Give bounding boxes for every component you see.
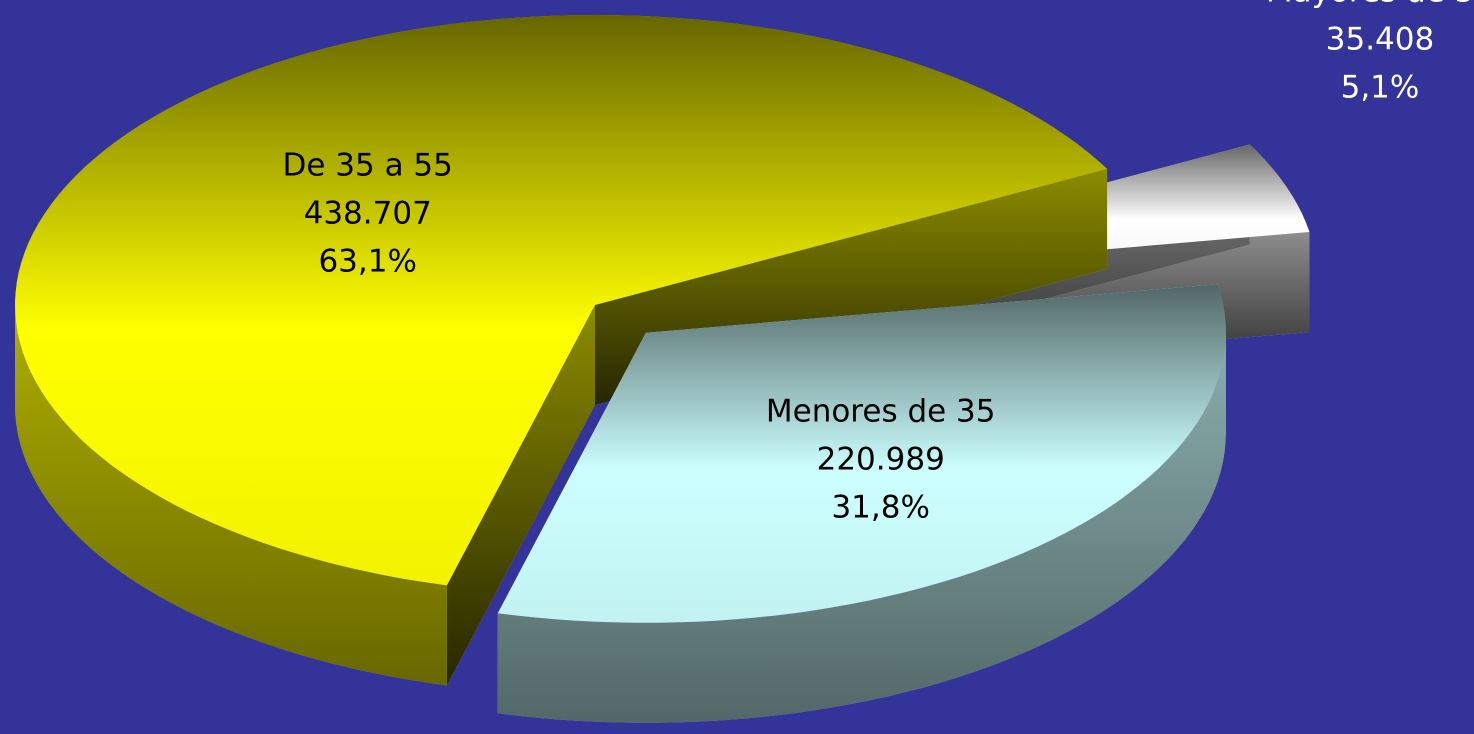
slice-top-shade xyxy=(15,15,1108,586)
percent-label: 5,1% xyxy=(1341,70,1420,106)
value-label: 35.408 xyxy=(1326,22,1434,58)
slice xyxy=(497,284,1226,723)
value-label: 438.707 xyxy=(304,195,432,231)
slice-top-shade xyxy=(497,284,1226,623)
slice-label: Menores de 35 xyxy=(766,394,996,430)
percent-label: 63,1% xyxy=(318,243,416,279)
percent-label: 31,8% xyxy=(831,490,929,526)
slice-label: De 35 a 55 xyxy=(282,147,452,183)
slice-wall-shade xyxy=(497,332,1226,723)
slice-label: Mayores de 55 xyxy=(1266,0,1474,10)
slice-wall-shade xyxy=(15,305,447,686)
value-label: 220.989 xyxy=(817,442,945,478)
slice-side-shade xyxy=(446,305,595,686)
